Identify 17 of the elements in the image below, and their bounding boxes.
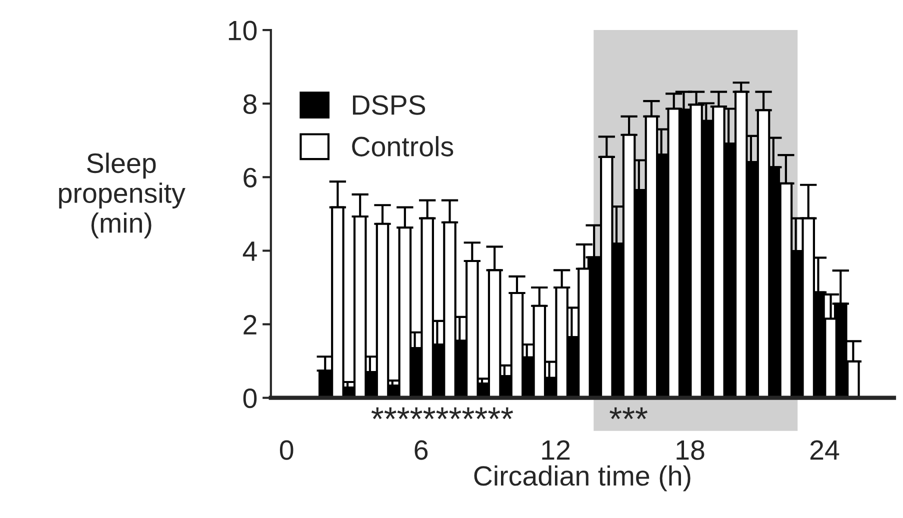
text: *** <box>610 407 648 420</box>
y-tick-label: 10 <box>228 20 257 40</box>
x-tick-label: 12 <box>542 440 570 460</box>
legend-label: DSPS <box>352 95 426 115</box>
x-axis-title: Circadian time (h) <box>474 465 690 492</box>
y-tick-label: 2 <box>244 314 256 334</box>
x-tick-label: 6 <box>414 440 428 460</box>
x-tick-label: 18 <box>676 440 704 460</box>
x-tick-label: 24 <box>810 440 840 460</box>
x-tick-label: 0 <box>280 440 294 460</box>
y-tick-label: 6 <box>244 168 256 188</box>
y-tick-label: 4 <box>242 242 257 261</box>
legend-label: Controls <box>352 136 454 156</box>
y-tick-label: 8 <box>243 94 256 114</box>
y-axis-title: Sleep propensity (min) <box>59 152 186 238</box>
y-tick-label: 0 <box>243 388 257 408</box>
text: *********** <box>371 407 514 420</box>
